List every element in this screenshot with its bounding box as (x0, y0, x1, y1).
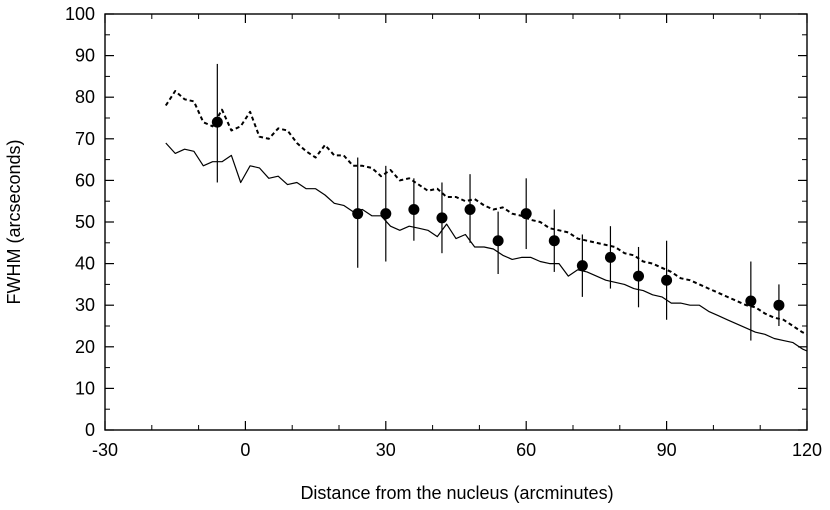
plot-area (164, 63, 808, 352)
data-point (661, 274, 673, 286)
x-tick-label: 0 (240, 440, 250, 460)
y-axis-label: FWHM (arcseconds) (4, 139, 24, 304)
x-tick-label: 120 (792, 440, 822, 460)
data-point (745, 295, 757, 307)
y-tick-label: 30 (75, 295, 95, 315)
x-tick-label: -30 (92, 440, 118, 460)
y-tick-label: 100 (65, 4, 95, 24)
data-point (352, 208, 364, 220)
y-tick-label: 80 (75, 87, 95, 107)
data-point (548, 235, 560, 247)
x-tick-label: 60 (516, 440, 536, 460)
y-tick-label: 0 (85, 420, 95, 440)
data-point (520, 208, 532, 220)
x-axis-label: Distance from the nucleus (arcminutes) (300, 483, 613, 503)
data-point (211, 116, 223, 128)
y-tick-label: 40 (75, 254, 95, 274)
data-point (576, 260, 588, 272)
data-point (408, 204, 420, 216)
data-point (380, 208, 392, 220)
x-tick-label: 90 (657, 440, 677, 460)
y-tick-label: 60 (75, 170, 95, 190)
plot-frame (104, 13, 808, 431)
x-tick-label: 30 (376, 440, 396, 460)
solid-series-line (165, 142, 808, 352)
data-point (492, 235, 504, 247)
data-point (604, 251, 616, 263)
y-tick-label: 90 (75, 46, 95, 66)
data-point (633, 270, 645, 282)
axes (104, 13, 808, 431)
y-tick-label: 70 (75, 129, 95, 149)
data-point (773, 299, 785, 311)
y-tick-label: 20 (75, 337, 95, 357)
dashed-series-line (164, 90, 808, 336)
data-point (464, 204, 476, 216)
data-point (436, 212, 448, 224)
y-tick-label: 50 (75, 212, 95, 232)
y-tick-label: 10 (75, 378, 95, 398)
